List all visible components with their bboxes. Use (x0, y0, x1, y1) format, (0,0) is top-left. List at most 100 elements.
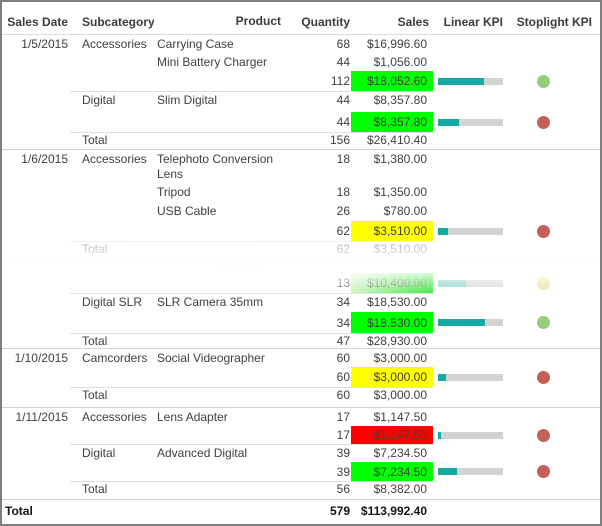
product-cell: Carrying Case (157, 37, 234, 51)
product-cell (154, 426, 285, 444)
linear-kpi-bar-fill (438, 431, 442, 439)
subcategory-cell (70, 273, 154, 293)
linear-kpi-bar-fill (438, 373, 446, 381)
column-header-stoplight-kpi: Stoplight KPI (516, 15, 592, 29)
quantity-cell: 34 (336, 315, 350, 330)
table-header-row: Sales Date Subcategory Product Quantity … (2, 2, 600, 35)
stoplight-kpi-cell (507, 387, 600, 407)
stoplight-circle-icon (537, 115, 550, 129)
quantity-cell: 18 (336, 185, 350, 199)
subtotal-row: 39 $7,234.50 (2, 462, 600, 481)
quantity-cell: 17 (336, 410, 350, 424)
detail-row: 1/5/2015 Accessories Carrying Case 68 $16,99… (2, 35, 600, 53)
product-cell: Social Videographer (157, 351, 265, 365)
subcategory-cell: Digital (82, 446, 116, 460)
quantity-cell: 62 (336, 224, 350, 238)
total-row: Total 156 $26,410.40 (2, 132, 600, 149)
sales-date-cell: 1/10/2015 (14, 351, 68, 365)
linear-kpi-cell (433, 91, 507, 112)
total-row: Total 60 $3,000.00 (2, 387, 600, 407)
sales-date-cell: 1/6/2015 (21, 152, 68, 166)
linear-kpi-cell (433, 349, 507, 367)
linear-kpi-bar (438, 77, 503, 85)
product-cell: Mini Battery Charger (157, 55, 268, 69)
sales-date-cell (2, 333, 70, 348)
stoplight-kpi-cell (507, 367, 600, 387)
detail-row: Tripod 18 $1,350.00 (2, 183, 600, 202)
sales-cell: $18,052.60 (351, 71, 433, 91)
quantity-cell: 34 (336, 295, 350, 309)
sales-date-cell (2, 221, 70, 241)
subcategory-cell: Accessories (82, 152, 147, 166)
subcategory-cell: Accessories (82, 37, 147, 51)
product-cell (154, 312, 285, 333)
linear-kpi-cell (433, 444, 507, 462)
linear-kpi-cell (433, 71, 507, 91)
linear-kpi-bar-fill (438, 227, 448, 235)
stoplight-kpi-cell (507, 183, 600, 202)
column-header-product: Product (235, 14, 281, 28)
subtotal-row: 44 $8,357.80 (2, 112, 600, 132)
stoplight-kpi-cell (507, 426, 600, 444)
quantity-cell: 26 (336, 204, 350, 218)
product-cell (154, 481, 285, 499)
stoplight-kpi-cell (507, 333, 600, 348)
subcategory-cell (70, 53, 154, 71)
product-cell (154, 333, 285, 348)
stoplight-circle-icon (537, 465, 550, 478)
stoplight-circle-icon (537, 428, 550, 442)
linear-kpi-cell (433, 132, 507, 149)
stoplight-kpi-cell (507, 150, 600, 183)
quantity-cell: 68 (336, 37, 350, 51)
sales-date-cell (2, 273, 70, 293)
sales-date-cell (2, 202, 70, 221)
subcategory-cell: Total (82, 482, 108, 496)
subcategory-cell: Total (82, 242, 108, 256)
sales-date-cell (2, 53, 70, 71)
product-cell (154, 71, 285, 91)
linear-kpi-bar-fill (438, 77, 484, 85)
stoplight-kpi-cell (507, 349, 600, 367)
sales-cell: $3,000.00 (373, 388, 427, 402)
stoplight-kpi-cell (507, 132, 600, 149)
subcategory-cell (70, 71, 154, 91)
sales-cell: $1,147.50 (351, 426, 433, 444)
subcategory-cell: Total (82, 133, 108, 147)
quantity-cell: 44 (336, 115, 350, 129)
product-cell (154, 112, 285, 132)
stoplight-circle-icon (537, 276, 550, 290)
quantity-cell: 60 (336, 351, 350, 365)
subcategory-cell: Digital (82, 93, 116, 107)
sales-cell: $3,000.00 (373, 351, 427, 365)
faded-gap-row (2, 260, 600, 273)
quantity-cell: 44 (336, 93, 350, 107)
table-body: 1/5/2015 Accessories Carrying Case 68 $16,99… (2, 35, 600, 524)
sales-date-cell (2, 71, 70, 91)
subcategory-cell (70, 112, 154, 132)
linear-kpi-bar (438, 227, 503, 235)
quantity-cell: 156 (329, 133, 350, 147)
linear-kpi-bar-fill (438, 468, 457, 475)
detail-row: 1/11/2015 Accessories Lens Adapter 17 $1,147… (2, 407, 600, 426)
subcategory-cell (70, 312, 154, 333)
sales-cell: $113,992.40 (360, 504, 427, 518)
linear-kpi-bar-fill (438, 319, 485, 326)
sales-date-cell (2, 112, 70, 132)
stoplight-kpi-cell (507, 293, 600, 312)
sales-cell: $7,234.50 (373, 446, 427, 460)
linear-kpi-bar (438, 431, 503, 439)
subcategory-cell (70, 221, 154, 241)
stoplight-kpi-cell (507, 444, 600, 462)
linear-kpi-bar-fill (438, 279, 466, 287)
detail-row: USB Cable 26 $780.00 (2, 202, 600, 221)
subcategory-cell: Accessories (82, 410, 147, 424)
sales-cell: $3,510.00 (351, 221, 433, 241)
sales-cell: $10,400.00 (351, 273, 433, 293)
column-header-quantity: Quantity (301, 15, 350, 29)
sales-cell: $1,350.00 (373, 185, 427, 199)
sales-date-cell (2, 367, 70, 387)
product-cell: Telephoto Conversion Lens (157, 152, 274, 181)
sales-cell: $18,530.00 (351, 312, 433, 333)
faded-content-artifact (218, 263, 258, 268)
